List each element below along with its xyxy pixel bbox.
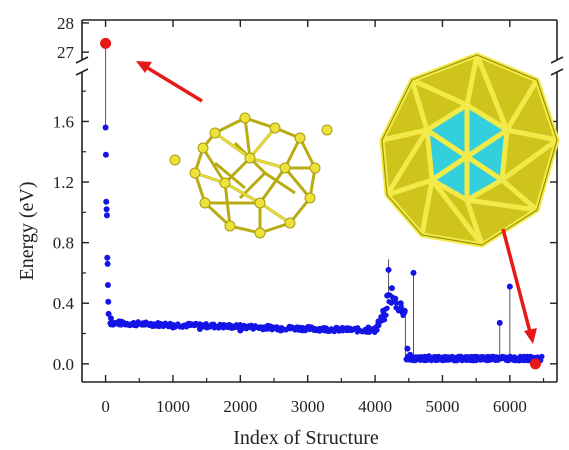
data-point: [496, 319, 503, 326]
data-point: [506, 283, 513, 290]
data-point: [401, 307, 408, 314]
data-point: [392, 295, 399, 302]
x-tick-label: 6000: [493, 397, 527, 416]
axis-break-mark: [75, 68, 89, 76]
data-point: [102, 151, 109, 158]
y-break-tick-label: 28: [57, 14, 74, 33]
data-point: [380, 307, 387, 314]
data-point: [479, 354, 486, 361]
data-point: [365, 324, 372, 331]
data-point: [384, 292, 391, 299]
data-point: [410, 269, 417, 276]
data-point: [345, 325, 352, 332]
data-point: [375, 318, 382, 325]
axis-break-mark: [550, 56, 564, 64]
data-point: [381, 317, 388, 323]
data-point: [104, 282, 111, 289]
ticks: 0 1000 2000 3000 4000 5000 6000 0.0 0.4 0.8 1.2 1.6…: [53, 14, 557, 416]
data-point: [104, 254, 111, 261]
data-point: [277, 327, 284, 334]
arrow-to-lowest-point: [501, 228, 537, 344]
y-tick-label: 0.0: [53, 355, 74, 374]
y-axis-title: Energy (eV): [16, 181, 38, 280]
x-tick-label: 3000: [291, 397, 325, 416]
stems: [105, 43, 511, 360]
axis-break-mark: [550, 68, 564, 76]
data-point: [105, 310, 112, 317]
data-point: [104, 260, 111, 267]
data-point: [103, 212, 110, 219]
data-point: [105, 298, 112, 305]
data-point: [425, 353, 432, 360]
amorphous-cluster-illustration: [169, 112, 333, 239]
data-point: [129, 321, 136, 328]
data-point: [116, 318, 123, 325]
lowest-energy-point: [529, 358, 541, 370]
data-point: [102, 124, 109, 131]
highest-energy-point: [100, 37, 112, 49]
x-tick-label: 0: [101, 397, 110, 416]
x-tick-label: 2000: [223, 397, 257, 416]
y-tick-label: 0.4: [53, 294, 75, 313]
data-point: [196, 325, 203, 332]
y-tick-label: 1.2: [53, 173, 74, 192]
x-axis-title: Index of Structure: [233, 427, 379, 449]
x-tick-label: 5000: [425, 397, 459, 416]
data-point: [452, 354, 459, 361]
data-point: [397, 300, 404, 307]
data-point: [103, 206, 110, 213]
data-point: [107, 315, 114, 322]
data-point: [393, 300, 399, 306]
x-tick-label: 1000: [156, 397, 190, 416]
data-point: [156, 322, 163, 329]
data-point: [388, 285, 395, 292]
data-point: [318, 325, 325, 332]
data-point: [169, 324, 176, 331]
data-point: [103, 198, 110, 205]
y-tick-label: 0.8: [53, 234, 74, 253]
y-break-tick-label: 27: [57, 43, 75, 62]
y-tick-label: 1.6: [53, 112, 74, 131]
icosahedral-cluster-illustration: [379, 52, 560, 248]
data-point: [237, 327, 244, 334]
data-point: [407, 351, 414, 358]
axes: [75, 19, 564, 383]
x-tick-label: 4000: [358, 397, 392, 416]
data-points: [100, 37, 545, 370]
data-point: [404, 345, 411, 352]
data-point: [374, 327, 380, 333]
axis-break-mark: [75, 56, 89, 64]
data-point: [385, 266, 392, 273]
data-point: [383, 312, 389, 318]
data-point: [143, 321, 150, 328]
arrow-to-highest-point: [136, 61, 203, 103]
